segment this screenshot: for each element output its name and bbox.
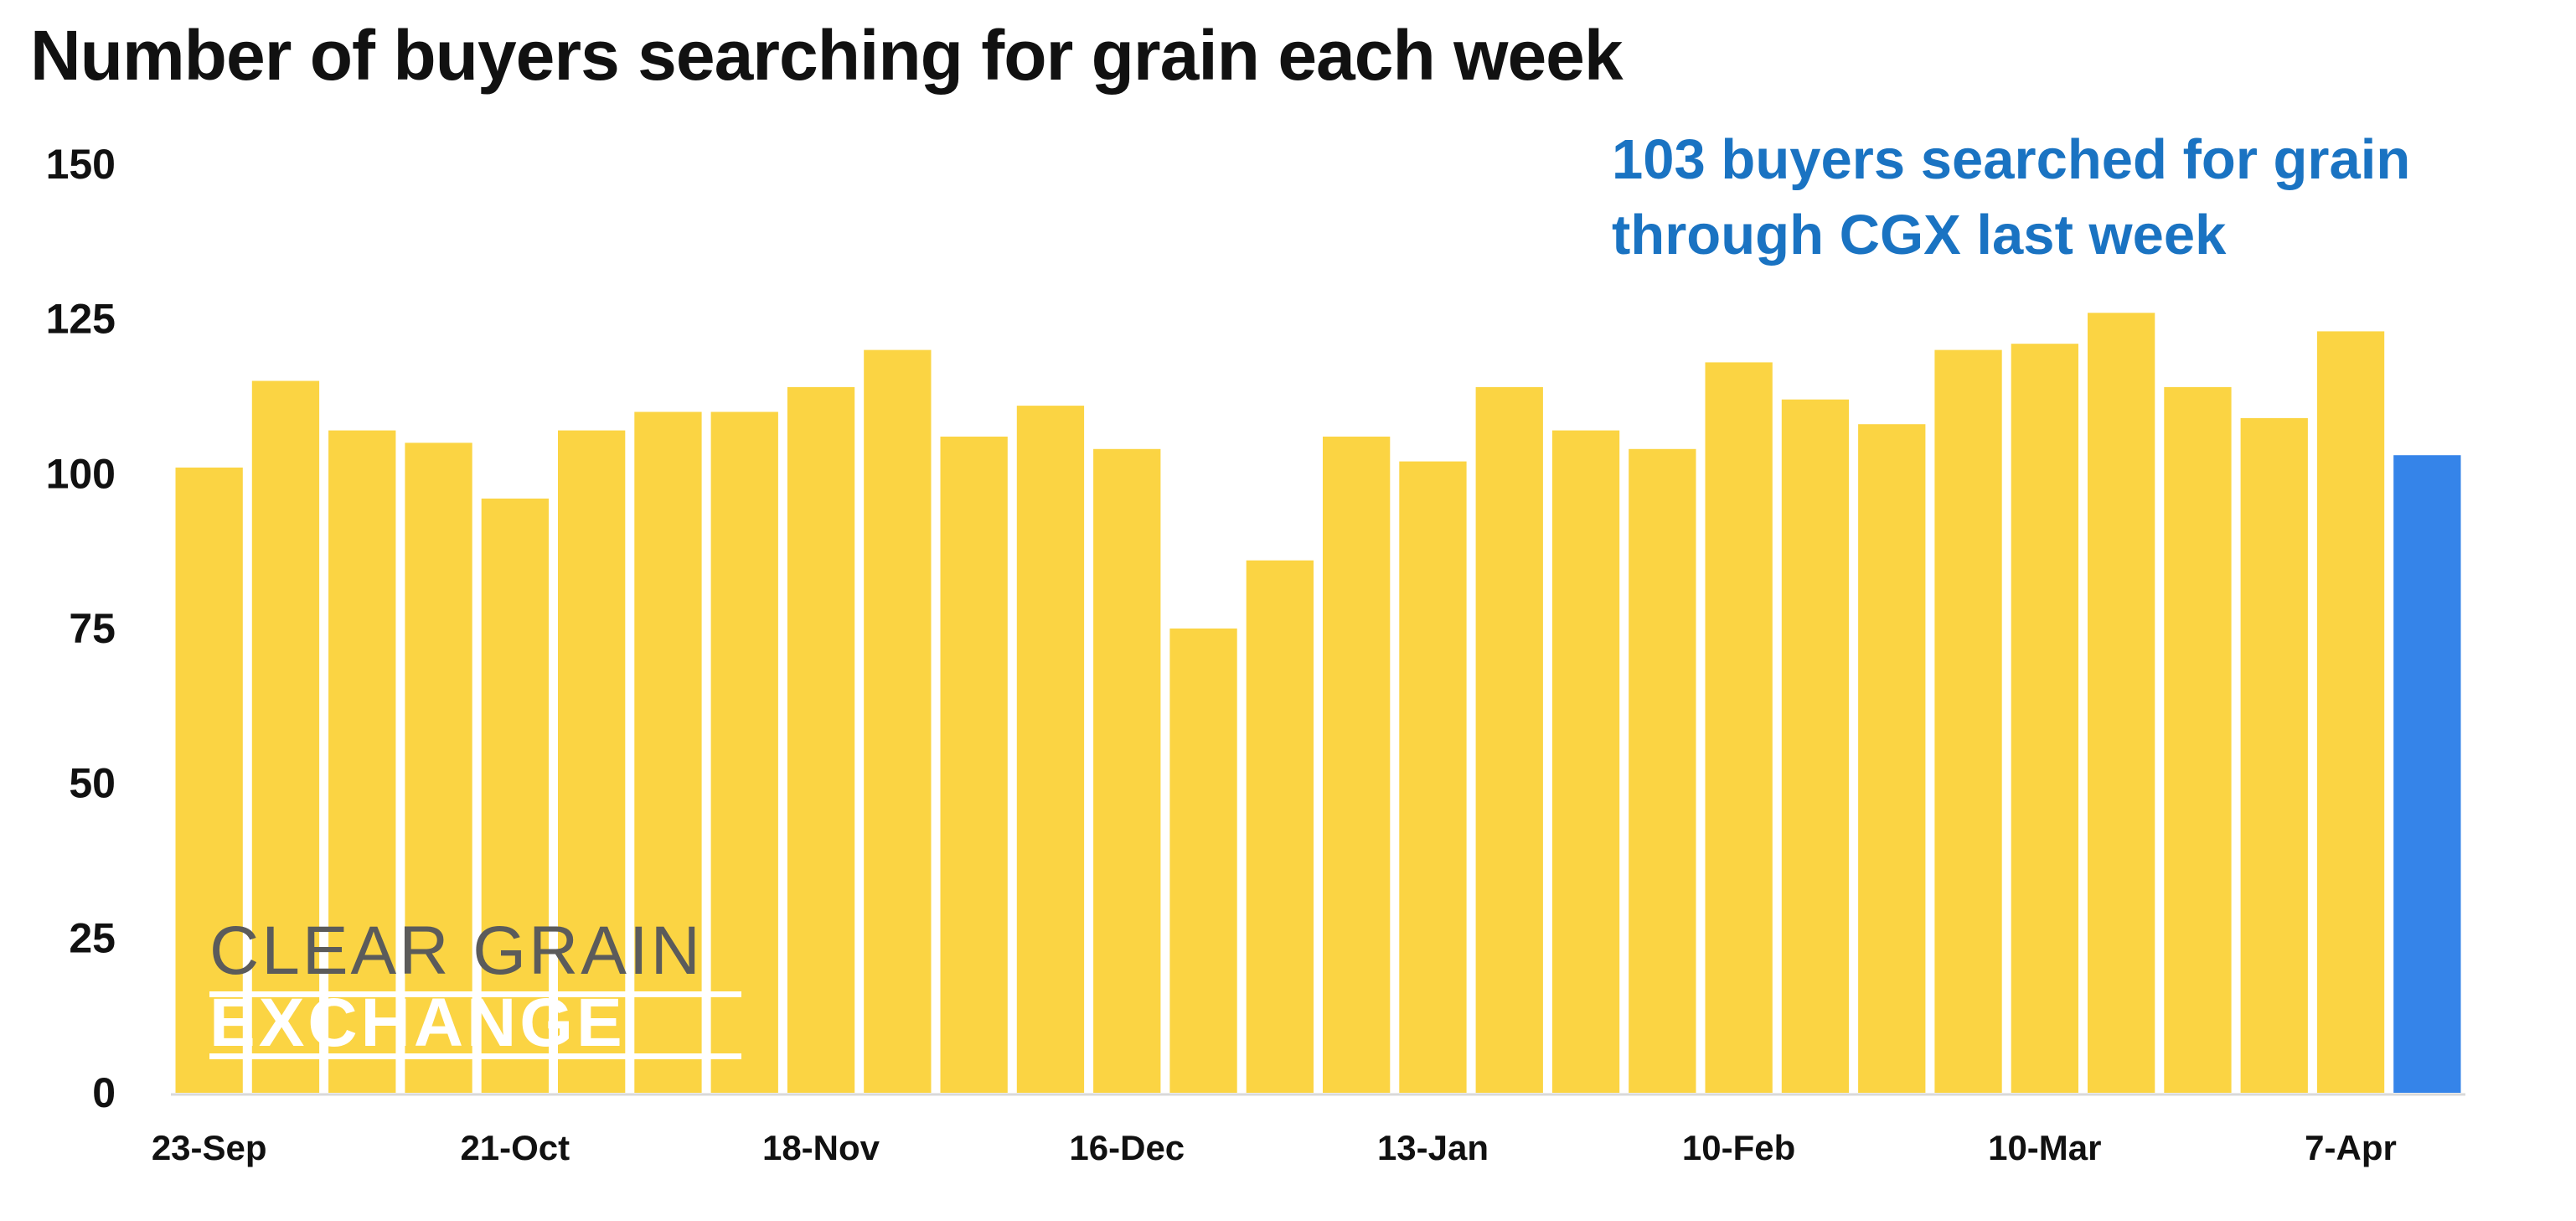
bar [1169, 629, 1237, 1093]
logo-line-2: EXCHANGE [209, 985, 626, 1061]
bar [1705, 362, 1773, 1093]
bar [1399, 461, 1467, 1093]
x-tick-label: 16-Dec [1069, 1128, 1185, 1167]
bar [710, 411, 778, 1093]
bar [2164, 386, 2232, 1093]
bar [328, 430, 396, 1093]
y-tick-label: 150 [46, 141, 116, 188]
bar [1246, 560, 1314, 1093]
y-tick-label: 100 [46, 450, 116, 497]
logo-line-1: CLEAR GRAIN [209, 913, 703, 989]
x-tick-label: 10-Feb [1682, 1128, 1795, 1167]
clear-grain-exchange-logo: CLEAR GRAIN EXCHANGE [209, 913, 746, 1061]
bar [1858, 424, 1926, 1093]
x-tick-label: 23-Sep [152, 1128, 267, 1167]
bar [1093, 448, 1161, 1093]
bar [864, 349, 932, 1094]
bar [558, 430, 626, 1093]
y-tick-label: 50 [69, 760, 116, 807]
bar [1323, 437, 1391, 1093]
y-tick-label: 25 [69, 914, 116, 961]
bar [2316, 331, 2385, 1093]
bar [1551, 430, 1620, 1093]
y-axis-ticks: 0 25 50 75 100 125 150 [46, 141, 116, 1116]
bar [251, 380, 320, 1093]
bar [940, 437, 1008, 1093]
bar [2011, 344, 2078, 1093]
x-tick-label: 18-Nov [762, 1128, 880, 1167]
y-tick-label: 75 [69, 605, 116, 652]
x-tick-label: 10-Mar [1988, 1128, 2101, 1167]
bar [175, 467, 243, 1093]
x-tick-label: 21-Oct [460, 1128, 570, 1167]
logo-rule-bottom [209, 1053, 741, 1059]
annotation-line-2: through CGX last week [1612, 204, 2227, 266]
bar [1781, 399, 1850, 1093]
bar [2088, 313, 2155, 1093]
bar [1934, 349, 2002, 1094]
annotation-line-1: 103 buyers searched for grain [1612, 128, 2411, 191]
y-tick-label: 0 [92, 1069, 116, 1116]
y-tick-label: 125 [46, 296, 116, 343]
bar [2240, 417, 2308, 1093]
bar [405, 442, 472, 1093]
chart-title: Number of buyers searching for grain eac… [30, 16, 1624, 95]
x-tick-label: 7-Apr [2305, 1128, 2397, 1167]
bar [634, 411, 702, 1093]
last-week-annotation: 103 buyers searched for grain through CG… [1612, 122, 2410, 273]
bar [787, 386, 855, 1093]
bar [1016, 406, 1085, 1094]
bar-last-week [2393, 455, 2461, 1093]
logo-rule-top [209, 991, 741, 997]
x-axis-ticks: 23-Sep 21-Oct 18-Nov 16-Dec 13-Jan 10-Feb 10-M… [152, 1128, 2397, 1167]
bar [1629, 448, 1696, 1093]
bar [1475, 386, 1543, 1093]
x-tick-label: 13-Jan [1377, 1128, 1489, 1167]
